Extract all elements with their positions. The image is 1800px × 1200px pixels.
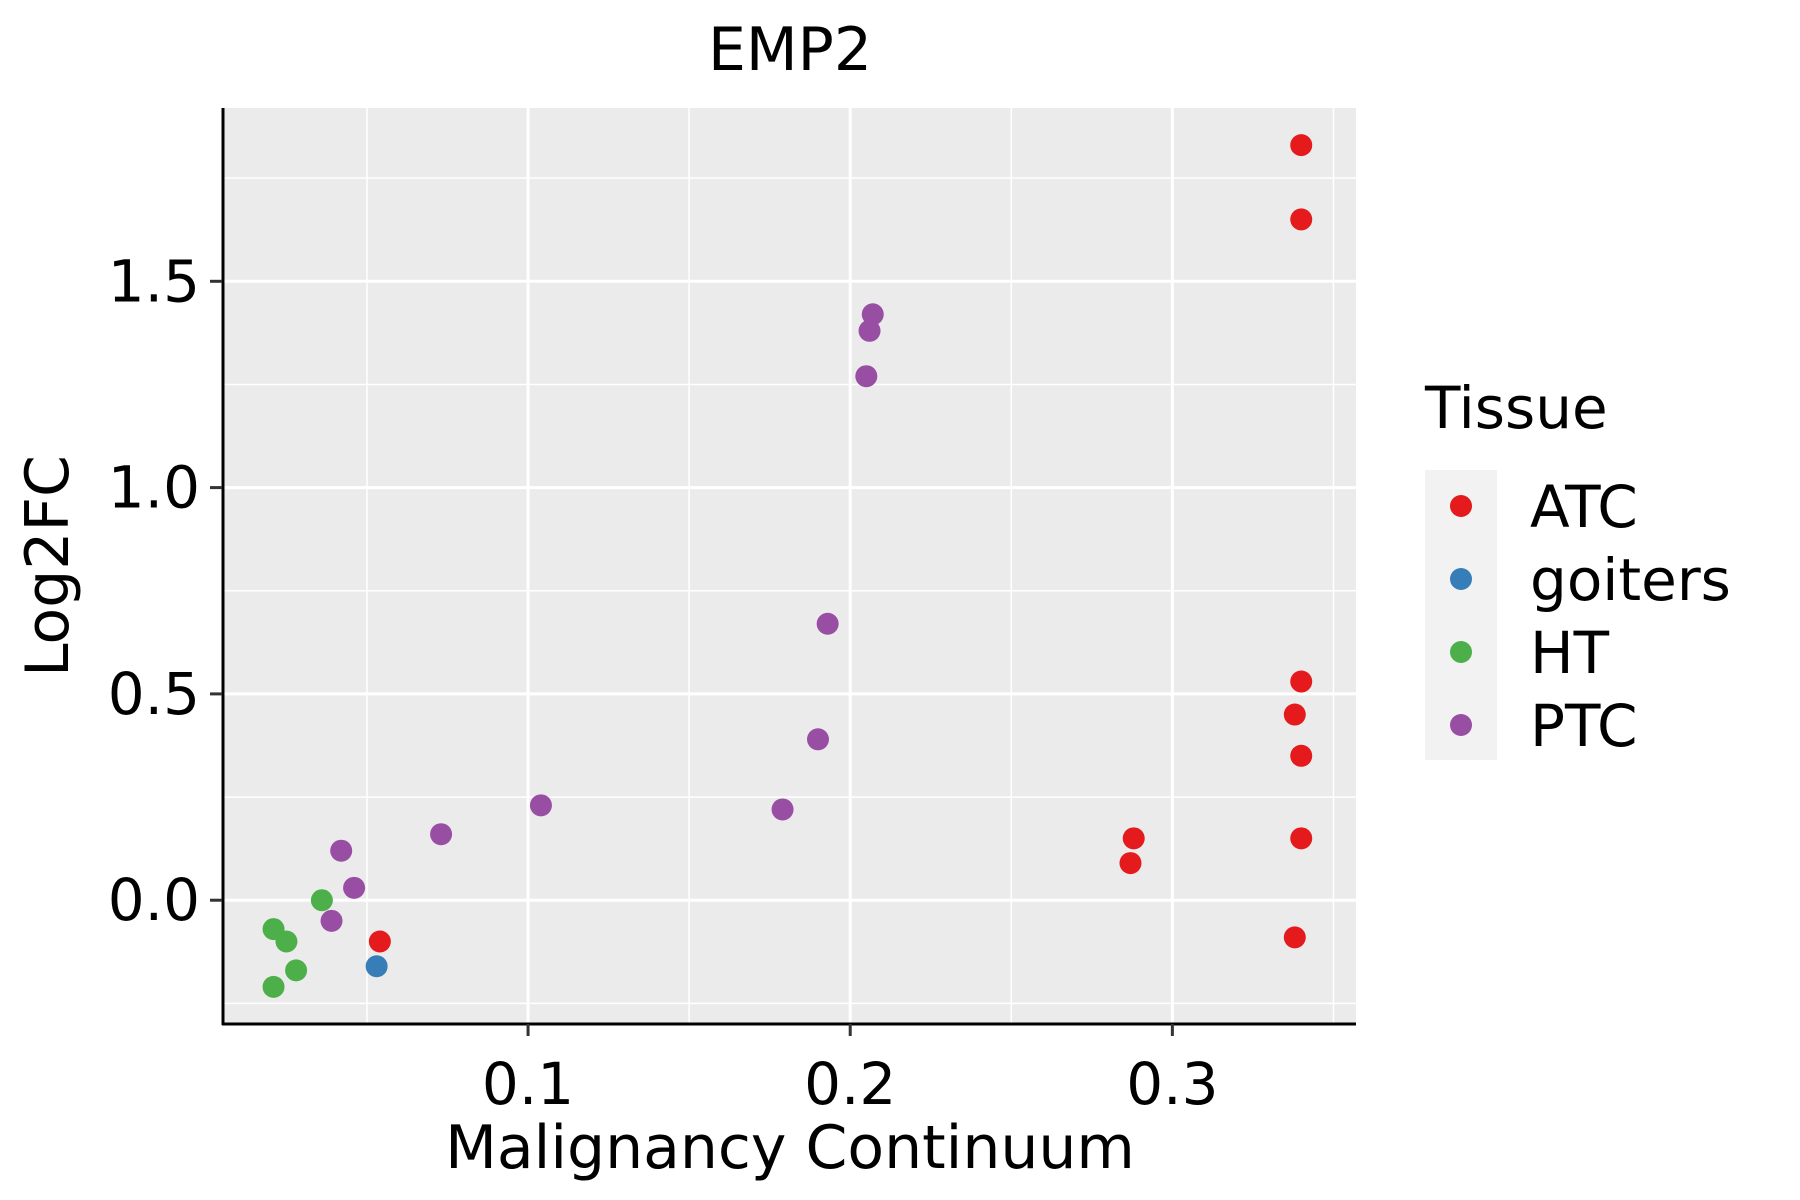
point-ptc [858,319,881,342]
point-atc [1290,134,1313,157]
point-atc [1290,827,1313,850]
major-gridlines [222,108,1356,1024]
legend-key-goiters [1450,568,1472,590]
point-ht [262,975,285,998]
plot-panel [222,108,1356,1024]
point-ptc [330,839,353,862]
point-ptc [430,823,453,846]
point-atc [1119,852,1142,875]
y-tick-label: 0.5 [108,660,200,728]
point-goiters [365,955,388,978]
point-atc [1122,827,1145,850]
point-ptc [816,612,839,635]
y-axis-title: Log2FC [13,455,83,677]
y-tick-label: 1.0 [108,454,200,522]
point-ht [310,889,333,912]
legend-key-ht [1450,641,1472,663]
legend-label-ht: HT [1530,619,1610,687]
legend-key-atc [1450,495,1472,517]
y-tick-label: 0.0 [108,866,200,934]
point-ptc [861,303,884,326]
point-atc [1290,670,1313,693]
point-ptc [771,798,794,821]
x-tick-label: 0.2 [804,1050,896,1118]
minor-gridlines [222,108,1356,1024]
point-ptc [806,728,829,751]
point-ht [285,959,308,982]
legend-title: Tissue [1424,374,1608,442]
point-ptc [320,909,343,932]
x-tick-label: 0.1 [482,1050,574,1118]
y-tick-label: 1.5 [108,247,200,315]
legend-label-atc: ATC [1530,473,1638,541]
point-ptc [343,876,366,899]
point-atc [1290,208,1313,231]
legend-label-goiters: goiters [1530,546,1731,614]
point-ht [275,930,298,953]
point-atc [368,930,391,953]
legend-key-background [1425,470,1497,760]
x-tick-label: 0.3 [1126,1050,1218,1118]
point-atc [1283,703,1306,726]
point-atc [1290,744,1313,767]
point-ptc [855,365,878,388]
point-atc [1283,926,1306,949]
data-points [262,134,1313,998]
y-axis-ticks: 0.0 0.5 1.0 1.5 [108,247,222,934]
point-ptc [529,794,552,817]
legend-key-ptc [1450,714,1472,736]
x-axis-ticks: 0.1 0.2 0.3 [482,1024,1218,1118]
chart-title: EMP2 [708,15,872,85]
legend-label-ptc: PTC [1530,692,1638,760]
x-axis-title: Malignancy Continuum [445,1113,1135,1183]
